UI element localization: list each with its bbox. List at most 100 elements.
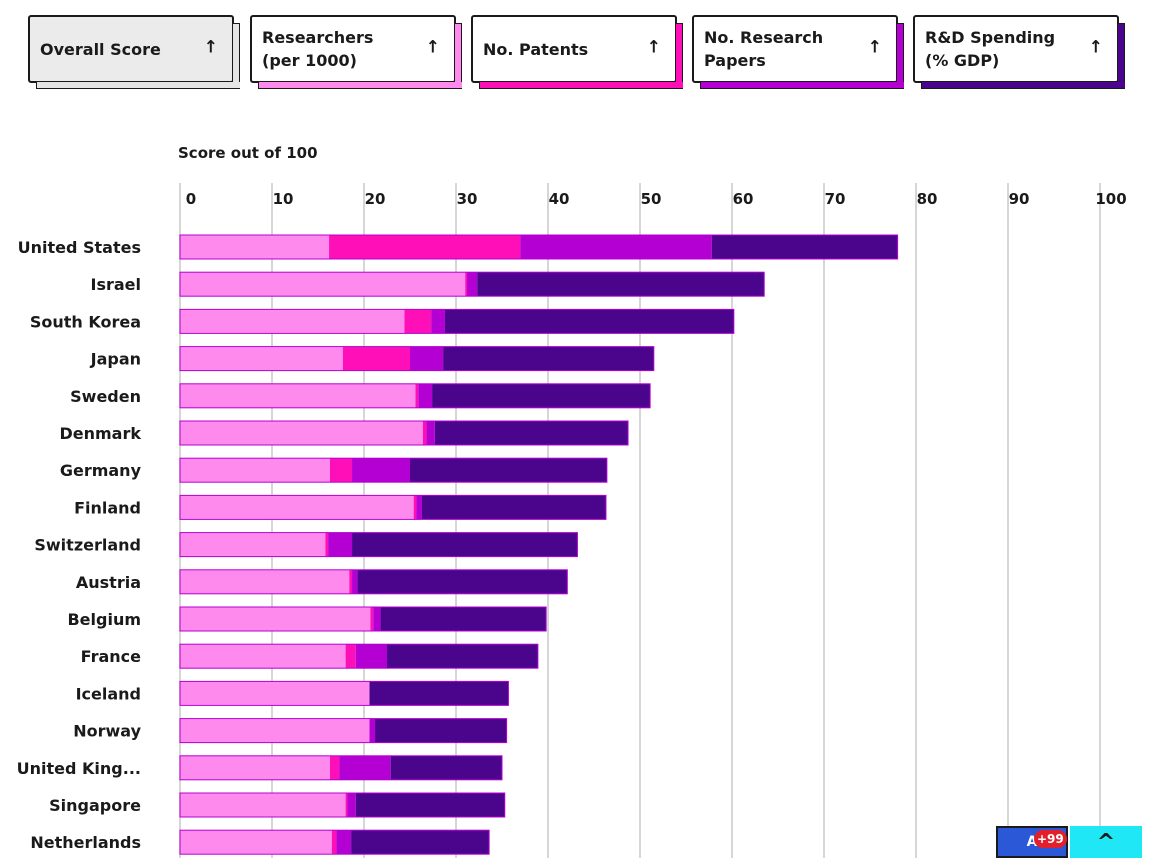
- sort-research-papers-button[interactable]: No. Research Papers ↑: [692, 15, 904, 89]
- bar-segment[interactable]: [390, 755, 502, 780]
- bar-segment[interactable]: [387, 644, 538, 669]
- bar-segment[interactable]: [325, 532, 329, 557]
- bar-segment[interactable]: [443, 346, 654, 371]
- bar-row[interactable]: [179, 271, 765, 297]
- bar-segment[interactable]: [180, 830, 332, 855]
- bar-segment[interactable]: [347, 793, 356, 817]
- bar-segment[interactable]: [711, 235, 898, 259]
- bar-outline: [179, 829, 490, 855]
- bar-segment[interactable]: [404, 309, 432, 334]
- bar-segment[interactable]: [342, 346, 410, 371]
- sort-patents-button[interactable]: No. Patents ↑: [471, 15, 683, 89]
- bar-row[interactable]: [179, 457, 608, 483]
- bar-segment[interactable]: [432, 383, 651, 408]
- bar-segment[interactable]: [370, 607, 374, 631]
- bar-segment[interactable]: [369, 681, 509, 706]
- bar-segment[interactable]: [329, 458, 353, 483]
- bar-segment[interactable]: [416, 495, 422, 520]
- bar-row[interactable]: [179, 829, 490, 855]
- bar-segment[interactable]: [329, 755, 340, 780]
- bar-segment[interactable]: [339, 755, 391, 780]
- sort-overall-score-button[interactable]: Overall Score ↑: [28, 15, 240, 89]
- bar-row[interactable]: [179, 346, 655, 372]
- bar-segment[interactable]: [180, 755, 330, 780]
- bar-row[interactable]: [179, 420, 629, 446]
- bar-segment[interactable]: [426, 421, 435, 445]
- bar-segment[interactable]: [351, 830, 490, 855]
- bar-segment[interactable]: [380, 607, 547, 631]
- sort-arrow-icon: ↑: [867, 37, 882, 58]
- x-tick-label: 70: [825, 190, 846, 208]
- bar-outline: [179, 308, 735, 334]
- scroll-to-top-button[interactable]: ^: [1070, 826, 1142, 858]
- bar-row[interactable]: [179, 643, 539, 669]
- bar-outline: [179, 234, 899, 260]
- bar-segment[interactable]: [355, 644, 387, 669]
- bar-segment[interactable]: [180, 272, 466, 297]
- bar-row[interactable]: [179, 494, 607, 520]
- bar-row[interactable]: [179, 383, 651, 409]
- bar-segment[interactable]: [180, 607, 371, 631]
- category-label: South Korea: [30, 312, 141, 331]
- bar-segment[interactable]: [349, 569, 353, 594]
- bar-segment[interactable]: [410, 346, 444, 371]
- bar-row[interactable]: [179, 755, 503, 781]
- bar-segment[interactable]: [520, 235, 712, 259]
- bar-outline: [179, 494, 607, 520]
- bar-row[interactable]: [179, 308, 735, 334]
- bar-segment[interactable]: [328, 532, 353, 557]
- bar-segment[interactable]: [180, 495, 414, 520]
- bar-segment[interactable]: [415, 383, 419, 408]
- bar-segment[interactable]: [180, 718, 370, 743]
- bar-segment[interactable]: [477, 272, 765, 297]
- bar-segment[interactable]: [180, 681, 370, 706]
- bar-segment[interactable]: [357, 569, 568, 594]
- bar-segment[interactable]: [355, 793, 505, 817]
- bar-row[interactable]: [179, 718, 508, 744]
- bar-segment[interactable]: [331, 830, 337, 855]
- category-label: Austria: [76, 573, 141, 592]
- bar-segment[interactable]: [180, 793, 346, 817]
- sort-rd-spending-button[interactable]: R&D Spending (% GDP) ↑: [913, 15, 1125, 89]
- bar-layer: [179, 234, 899, 855]
- notification-badge-button[interactable]: A +99: [996, 826, 1068, 858]
- bar-segment[interactable]: [180, 346, 343, 371]
- bar-segment[interactable]: [180, 421, 423, 445]
- bar-row[interactable]: [179, 606, 547, 632]
- bar-segment[interactable]: [352, 532, 578, 557]
- bar-segment[interactable]: [421, 495, 606, 520]
- bar-segment[interactable]: [180, 532, 326, 557]
- bar-segment[interactable]: [180, 569, 350, 594]
- bar-row[interactable]: [179, 532, 578, 558]
- bar-segment[interactable]: [180, 458, 330, 483]
- bar-segment[interactable]: [413, 495, 417, 520]
- sort-button-label: No. Research Papers: [704, 28, 824, 70]
- bar-segment[interactable]: [444, 309, 734, 334]
- bar-segment[interactable]: [345, 793, 348, 817]
- bar-segment[interactable]: [465, 272, 468, 297]
- bar-row[interactable]: [179, 792, 506, 818]
- bar-segment[interactable]: [418, 383, 433, 408]
- bar-segment[interactable]: [352, 458, 410, 483]
- bar-segment[interactable]: [180, 235, 330, 259]
- bar-segment[interactable]: [329, 235, 521, 259]
- bar-segment[interactable]: [422, 421, 427, 445]
- bar-row[interactable]: [179, 234, 899, 260]
- bar-segment[interactable]: [467, 272, 478, 297]
- bar-row[interactable]: [179, 680, 509, 706]
- bar-segment[interactable]: [431, 309, 445, 334]
- bar-segment[interactable]: [375, 718, 507, 743]
- bar-segment[interactable]: [336, 830, 352, 855]
- bar-segment[interactable]: [369, 718, 376, 743]
- sort-researchers-button[interactable]: Researchers (per 1000) ↑: [250, 15, 462, 89]
- bar-segment[interactable]: [345, 644, 356, 669]
- bar-segment[interactable]: [180, 644, 346, 669]
- bar-segment[interactable]: [180, 309, 405, 334]
- bar-segment[interactable]: [410, 458, 607, 483]
- bar-segment[interactable]: [434, 421, 629, 445]
- bar-segment[interactable]: [352, 569, 358, 594]
- bar-row[interactable]: [179, 569, 568, 595]
- bar-segment[interactable]: [373, 607, 381, 631]
- bar-segment[interactable]: [180, 383, 416, 408]
- sort-button-label: Overall Score: [40, 39, 161, 59]
